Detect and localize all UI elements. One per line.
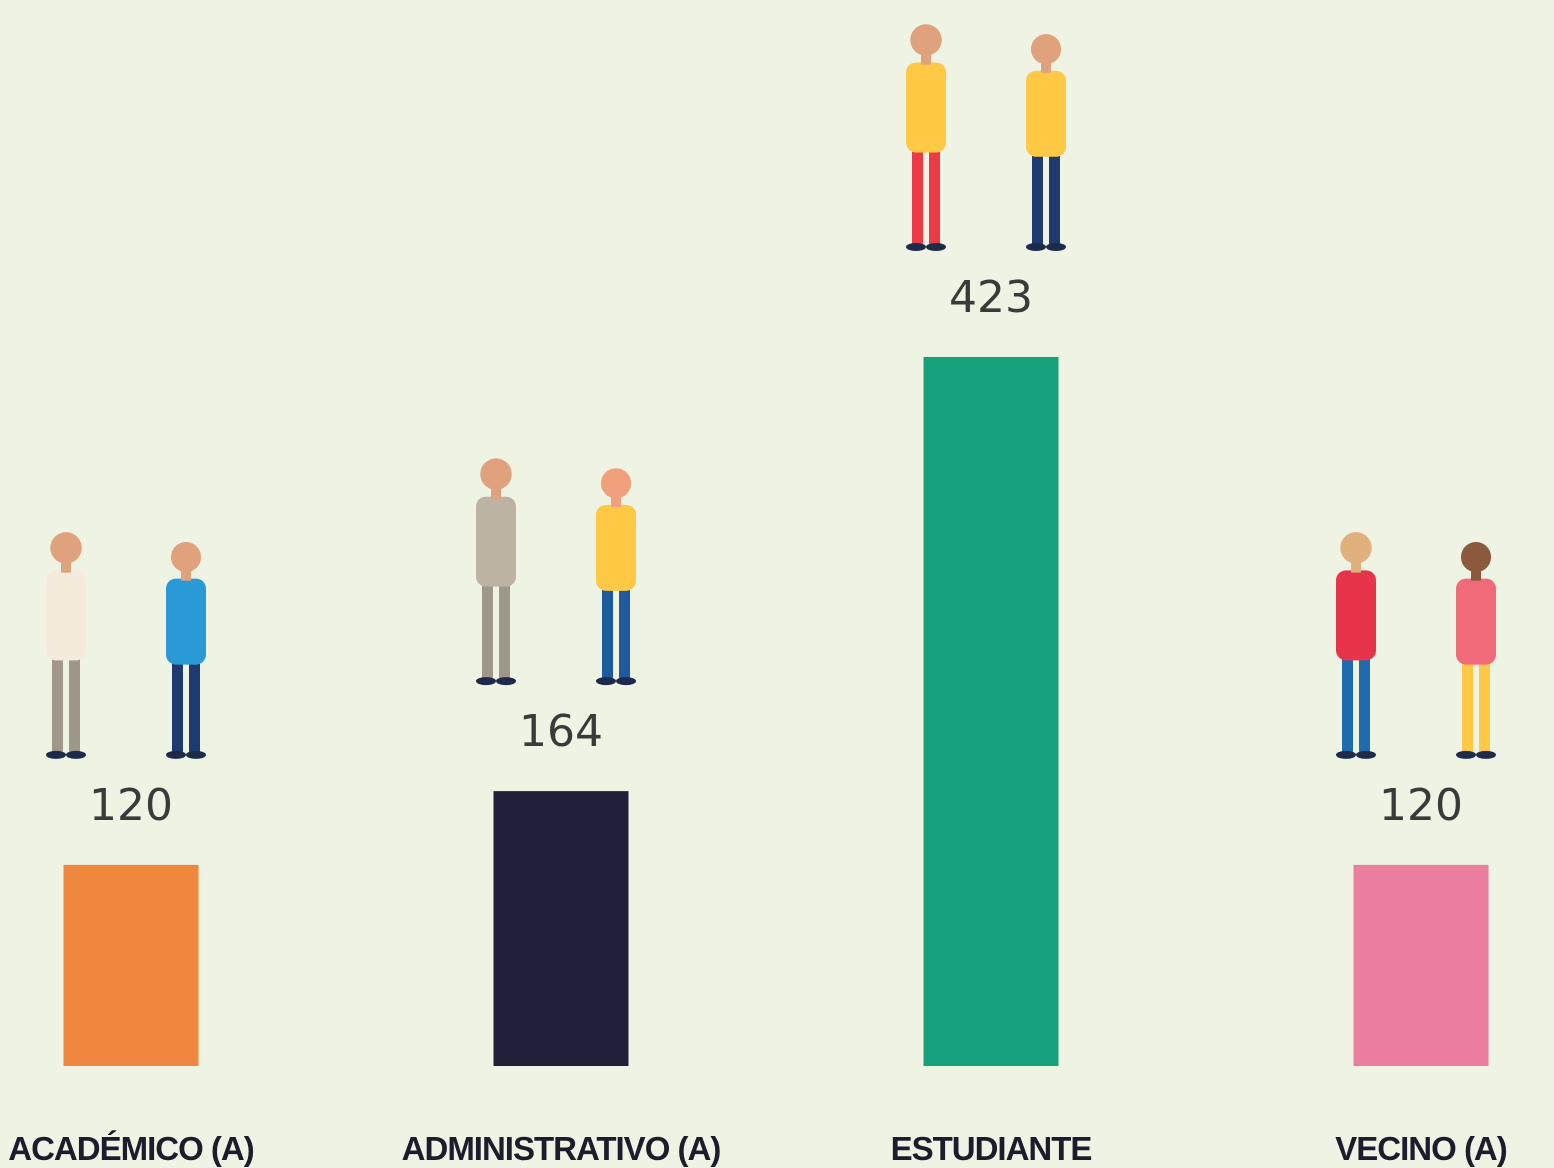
person-leg [619,578,630,681]
person-shoe [1026,243,1046,251]
person-head [171,542,201,572]
person-leg [912,139,923,247]
person-shoe [1356,751,1376,759]
person-shoe [1476,751,1496,759]
person-shoe [616,677,636,685]
person-leg [1032,144,1043,247]
person-leg [189,652,200,755]
person-shoe [1046,243,1066,251]
person-leg [1359,647,1370,755]
person-leg [1342,647,1353,755]
category-label: ADMINISTRATIVO (A) [402,1130,721,1167]
value-label: 164 [519,706,603,757]
person-head [910,24,942,56]
person-shoe [66,751,86,759]
bar [924,357,1059,1066]
person-leg [172,652,183,755]
background [0,0,1554,1168]
bar [64,865,199,1066]
person-shoe [1336,751,1356,759]
bar [494,791,629,1066]
person-head [50,532,82,564]
person-leg [499,573,510,681]
person-head [480,458,512,490]
person-body [596,505,636,591]
person-body [476,497,516,587]
person-leg [929,139,940,247]
person-body [1026,71,1066,157]
person-body [906,63,946,153]
person-leg [1462,652,1473,755]
person-head [601,468,631,498]
person-shoe [46,751,66,759]
person-body [166,579,206,665]
person-leg [69,647,80,755]
person-head [1340,532,1372,564]
person-head [1031,34,1061,64]
person-shoe [476,677,496,685]
person-leg [1049,144,1060,247]
person-shoe [926,243,946,251]
page: 120 ACADÉMICO (A) 164 ADMINISTRATIVO (A) 423… [0,0,1554,1168]
person-shoe [186,751,206,759]
category-label: ACADÉMICO (A) [8,1130,253,1167]
person-body [46,570,86,660]
person-leg [602,578,613,681]
value-label: 423 [949,272,1033,323]
person-shoe [166,751,186,759]
person-shoe [496,677,516,685]
person-shoe [906,243,926,251]
person-shoe [1456,751,1476,759]
person-head [1461,542,1491,572]
person-shoe [596,677,616,685]
category-label: VECINO (A) [1335,1130,1507,1167]
person-body [1336,570,1376,660]
person-body [1456,579,1496,665]
chart: 120 ACADÉMICO (A) 164 ADMINISTRATIVO (A) 423… [0,0,1554,1168]
category-label: ESTUDIANTE [891,1130,1092,1167]
value-label: 120 [1379,780,1463,831]
person-leg [482,573,493,681]
person-leg [52,647,63,755]
bar [1354,865,1489,1066]
value-label: 120 [89,780,173,831]
person-leg [1479,652,1490,755]
